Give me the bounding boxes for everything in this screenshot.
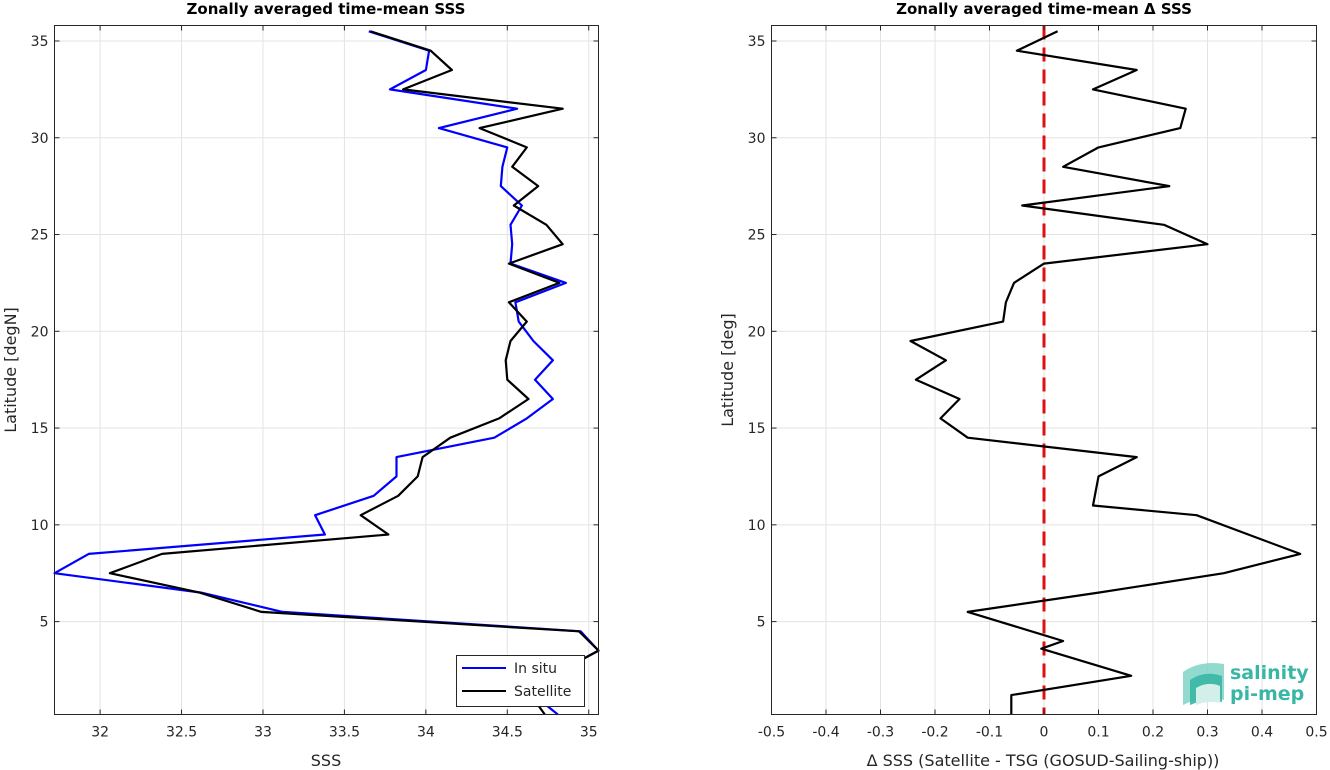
left-x-tick-label: 32.5 (166, 725, 197, 741)
right-x-tick-label: 0.5 (1305, 725, 1327, 741)
left-chart-title: Zonally averaged time-mean SSS (187, 0, 466, 18)
logo-wave-icon (1183, 663, 1224, 705)
left-y-tick-label: 15 (31, 421, 49, 437)
left-series (53, 30, 600, 716)
right-y-tick-label: 20 (748, 324, 766, 340)
right-y-tick-label: 15 (748, 421, 766, 437)
sss-chart: Zonally averaged time-mean SSS 32 32.5 33 3… (1, 0, 600, 770)
legend-label-in-situ: In situ (514, 661, 557, 677)
left-x-tick-label: 33 (254, 725, 272, 741)
right-x-tick-label: -0.4 (812, 725, 839, 741)
right-x-tick-label: -0.5 (758, 725, 785, 741)
right-x-tick-label: 0.4 (1251, 725, 1273, 741)
right-x-tick-label: 0.3 (1196, 725, 1218, 741)
logo-text-line1: salinity (1230, 662, 1309, 684)
left-x-tick-label: 33.5 (329, 725, 360, 741)
legend-box (456, 655, 585, 707)
left-x-tick-label: 34.5 (492, 725, 523, 741)
series-line-in-situ (53, 30, 600, 716)
right-series (909, 30, 1302, 715)
legend: In situ Satellite (456, 655, 585, 707)
series-line-delta-sss (909, 30, 1302, 715)
right-ticks: -0.5 -0.4 -0.3 -0.2 -0.1 0 0.1 0.2 0.3 0.4 0.5 5 10 1… (748, 25, 1328, 741)
logo-text-line2: pi-mep (1230, 683, 1304, 705)
right-x-tick-label: -0.2 (921, 725, 948, 741)
left-y-tick-label: 10 (31, 518, 49, 534)
left-x-tick-label: 34 (417, 725, 435, 741)
left-x-tick-label: 35 (580, 725, 598, 741)
left-y-tick-label: 35 (31, 34, 49, 50)
right-y-tick-label: 35 (748, 34, 766, 50)
left-ticks: 32 32.5 33 33.5 34 34.5 35 5 10 15 20 25 30 35 (31, 25, 599, 741)
left-y-tick-label: 25 (31, 228, 49, 244)
right-x-tick-label: 0.2 (1142, 725, 1164, 741)
salinity-pi-mep-logo: salinity pi-mep (1183, 662, 1309, 705)
right-y-tick-label: 10 (748, 518, 766, 534)
left-y-tick-label: 5 (40, 615, 49, 631)
left-x-tick-label: 32 (91, 725, 109, 741)
right-y-tick-label: 25 (748, 228, 766, 244)
series-line-satellite (108, 30, 600, 716)
right-x-tick-label: 0.1 (1087, 725, 1109, 741)
right-y-tick-label: 30 (748, 131, 766, 147)
delta-sss-chart: Zonally averaged time-mean Δ SSS -0.5 -0.… (718, 0, 1328, 770)
left-y-axis-label: Latitude [degN] (1, 307, 20, 433)
left-y-tick-label: 30 (31, 131, 49, 147)
left-x-axis-label: SSS (311, 751, 341, 770)
right-y-axis-label: Latitude [deg] (718, 313, 737, 427)
left-axes-box (54, 25, 599, 715)
right-x-tick-label: 0 (1040, 725, 1049, 741)
right-x-tick-label: -0.1 (976, 725, 1003, 741)
left-grid (54, 25, 599, 715)
right-x-tick-label: -0.3 (867, 725, 894, 741)
left-y-tick-label: 20 (31, 324, 49, 340)
right-x-axis-label: Δ SSS (Satellite - TSG (GOSUD-Sailing-sh… (867, 751, 1220, 770)
right-chart-title: Zonally averaged time-mean Δ SSS (896, 0, 1192, 18)
right-y-tick-label: 5 (757, 615, 766, 631)
legend-label-satellite: Satellite (514, 684, 571, 700)
